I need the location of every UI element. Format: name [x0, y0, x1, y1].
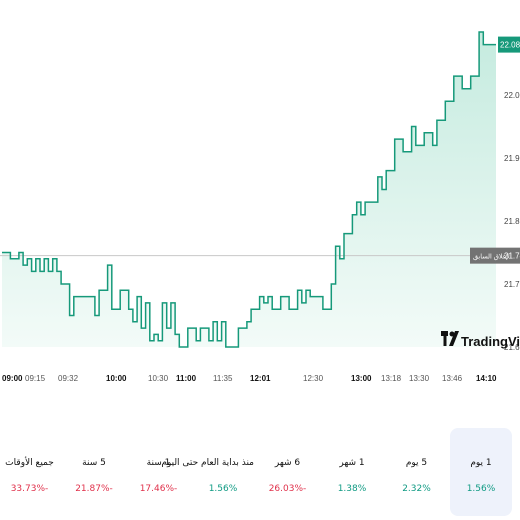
y-tick-label: 21.90: [504, 154, 520, 163]
period-change-value: 1.38%: [337, 484, 367, 494]
x-tick-label: 09:15: [25, 374, 46, 383]
last-price-badge: 22.08: [498, 36, 520, 53]
period-change-value: 1.56%: [208, 484, 238, 494]
y-tick-label: 21.60: [504, 343, 520, 352]
x-tick-label: 13:30: [409, 374, 430, 383]
period-tab[interactable]: جميع الأوقات -33.73%: [0, 428, 61, 516]
x-tick-label: 12:01: [250, 374, 271, 383]
x-tick-label: 13:18: [381, 374, 402, 383]
y-tick-label: 22.00: [504, 91, 520, 100]
period-tab[interactable]: 1 شهر 1.38%: [321, 428, 383, 516]
x-tick-label: 09:32: [58, 374, 79, 383]
y-tick-label: 21.80: [504, 217, 520, 226]
x-tick-label: 10:00: [106, 374, 127, 383]
y-tick-label: 21.70: [504, 280, 520, 289]
x-tick-label: 09:00: [2, 374, 23, 383]
watermark-text: TradingView: [461, 334, 520, 349]
period-label: 5 يوم: [405, 458, 428, 468]
period-label: 1 يوم: [470, 458, 492, 468]
period-tab[interactable]: 1 سنة -17.46%: [128, 428, 190, 516]
period-label: 5 سنة: [82, 458, 106, 468]
x-tick-label: 12:30: [303, 374, 324, 383]
last-price-value: 22.08: [500, 41, 520, 50]
period-label: 1 سنة: [146, 458, 171, 468]
x-tick-label: 11:00: [176, 374, 197, 383]
performance-periods: 1 يوم 1.56% 5 يوم 2.32% 1 شهر 1.38% 6 شهر -26.0…: [0, 428, 520, 520]
previous-close-value: 21.74: [504, 252, 520, 261]
period-change-value: -33.73%: [10, 484, 49, 494]
tradingview-watermark: TradingView: [441, 331, 520, 349]
x-tick-label: 14:10: [476, 374, 497, 383]
period-label: 1 شهر: [339, 458, 365, 468]
period-tab[interactable]: 1 يوم 1.56%: [450, 428, 512, 516]
period-tab[interactable]: 5 يوم 2.32%: [386, 428, 448, 516]
price-area-fill: [2, 32, 496, 347]
tradingview-logo-icon: [441, 331, 459, 346]
period-change-value: 1.56%: [466, 484, 496, 494]
period-label: 6 شهر: [274, 458, 301, 468]
period-tab[interactable]: 6 شهر -26.03%: [257, 428, 319, 516]
period-change-value: 2.32%: [402, 484, 431, 494]
x-tick-label: 13:46: [442, 374, 463, 383]
x-tick-label: 11:35: [213, 374, 233, 383]
period-label: جميع الأوقات: [5, 458, 54, 468]
period-change-value: -17.46%: [139, 484, 178, 494]
price-line: [2, 31, 496, 348]
x-tick-label: 13:00: [351, 374, 372, 383]
period-change-value: -21.87%: [75, 484, 113, 494]
period-tab[interactable]: 5 سنة -21.87%: [63, 428, 125, 516]
previous-close-label: الإغلاق السابق: [473, 253, 512, 261]
period-label: منذ بداية العام حتى اليوم: [161, 458, 254, 468]
period-change-value: -26.03%: [268, 484, 307, 494]
x-tick-label: 10:30: [148, 374, 169, 383]
period-tab[interactable]: منذ بداية العام حتى اليوم 1.56%: [161, 428, 254, 516]
